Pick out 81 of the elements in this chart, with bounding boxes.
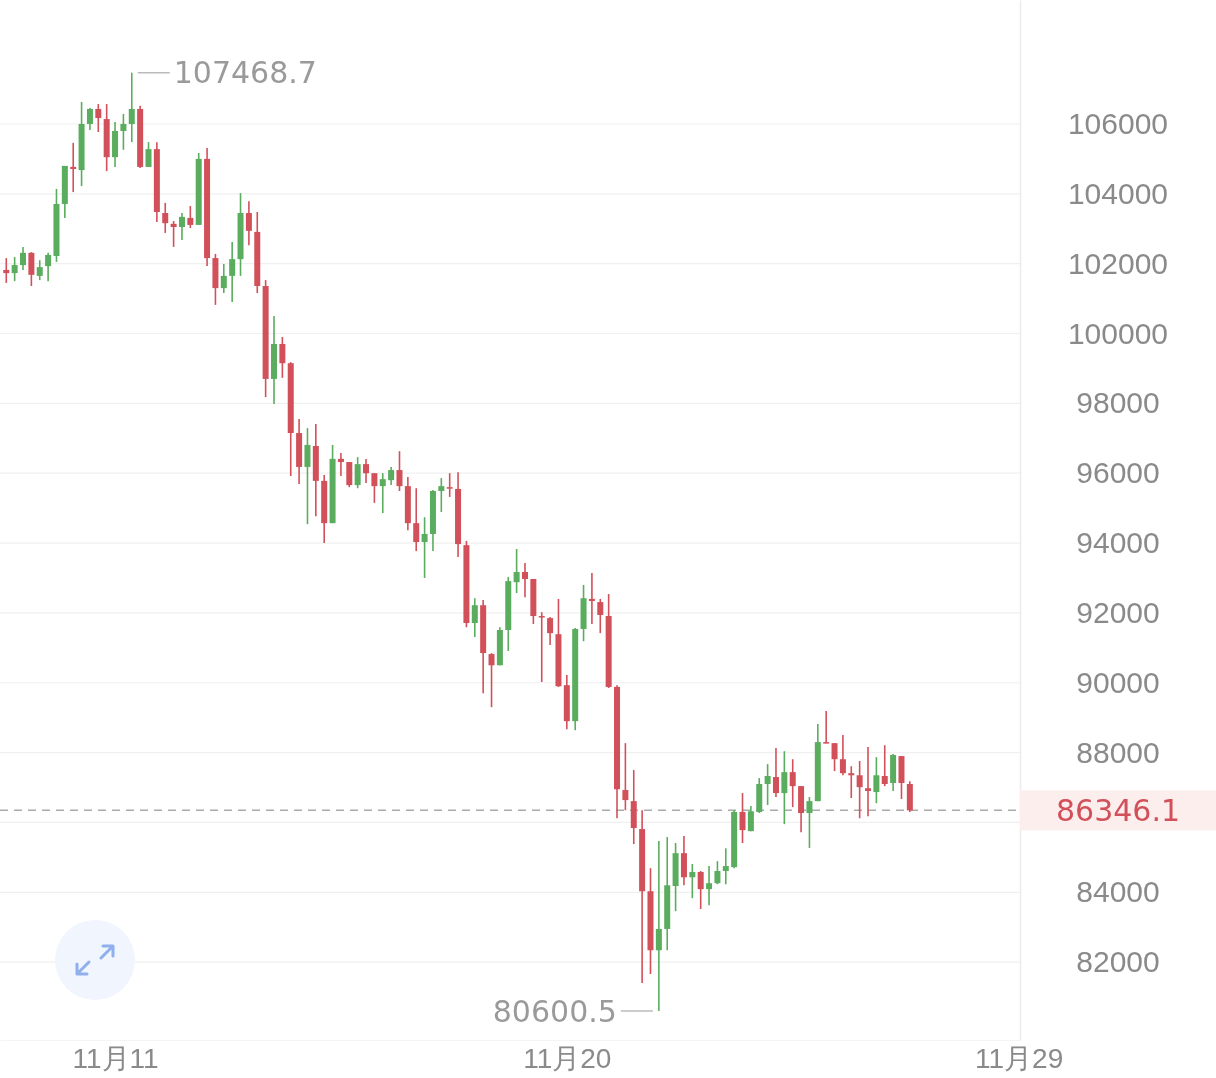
ref-line-label: 86346.1 [1055, 793, 1181, 829]
y-tick-label: 94000 [1076, 526, 1160, 560]
candlestick [3, 257, 10, 284]
candlestick [128, 71, 135, 143]
candlestick [446, 472, 453, 498]
x-tick-label: 11月29 [975, 1042, 1064, 1074]
y-tick-label: 90000 [1076, 665, 1160, 699]
x-tick-label: 11月20 [523, 1042, 612, 1074]
candlestick [120, 113, 127, 151]
candlestick [706, 865, 713, 906]
annotation: 80600.5 [492, 993, 617, 1029]
y-tick-label: 104000 [1067, 176, 1169, 210]
candlestick [95, 103, 102, 133]
candlestick [229, 241, 236, 303]
candlestick [11, 256, 18, 282]
candlestick [346, 461, 353, 488]
y-tick-label: 84000 [1076, 875, 1160, 909]
y-tick-label: 82000 [1076, 945, 1160, 979]
y-tick-label: 96000 [1076, 456, 1160, 490]
candlestick [839, 734, 846, 777]
candlestick [521, 562, 528, 598]
candlestick [45, 252, 52, 282]
candlestick [220, 263, 227, 294]
y-tick-label: 100000 [1067, 316, 1169, 350]
candlestick [597, 598, 604, 634]
candlestick [396, 450, 403, 492]
candlestick [337, 452, 344, 477]
annotation: 107468.7 [173, 55, 317, 91]
candlestick [764, 763, 771, 806]
candlestick [831, 742, 838, 772]
candlestick [354, 456, 361, 490]
candlestick [848, 765, 855, 799]
candlestick [873, 756, 880, 805]
y-tick-label: 92000 [1076, 595, 1160, 629]
candlestick [178, 212, 185, 241]
candlestick [538, 611, 545, 683]
candlestick [279, 336, 286, 379]
candlestick [438, 477, 445, 513]
candlestick [245, 200, 252, 246]
candlestick [722, 847, 729, 886]
candlestick [547, 616, 554, 646]
candlestick [363, 458, 370, 484]
candlestick [379, 472, 386, 514]
candlestick [714, 860, 721, 886]
candlestick [856, 760, 863, 820]
x-tick-label: 11月11 [72, 1042, 159, 1074]
y-tick-label: 102000 [1067, 246, 1169, 280]
candlestick [747, 805, 754, 832]
y-tick-label: 88000 [1076, 735, 1160, 769]
candlestick [689, 863, 696, 900]
candlestick [488, 652, 495, 708]
candlestick [513, 548, 520, 594]
candlestick [881, 744, 888, 787]
candlestick [789, 758, 796, 808]
candlestick [622, 742, 629, 812]
candlestick [371, 472, 378, 504]
candlestick [781, 750, 788, 825]
candlestick [162, 202, 169, 234]
candlestick [655, 840, 662, 1012]
candlestick [86, 107, 93, 131]
candlestick [823, 710, 830, 744]
candlestick [772, 747, 779, 798]
candlestick [20, 246, 27, 271]
y-tick-label: 106000 [1067, 107, 1169, 141]
candlestick [28, 251, 35, 287]
candlestick [304, 427, 311, 525]
candlestick [806, 796, 813, 849]
candlestick [421, 516, 428, 579]
candlestick [145, 141, 152, 168]
candlestick [36, 259, 43, 281]
candlestick [70, 142, 77, 193]
y-tick-label: 98000 [1076, 386, 1160, 420]
candlestick [865, 746, 872, 817]
candlestick [388, 466, 395, 486]
candlestick [697, 870, 704, 910]
candlestick [471, 597, 478, 638]
candlestick [187, 205, 194, 229]
candlestick [588, 572, 595, 625]
candlestick [170, 220, 177, 248]
candlestick [413, 487, 420, 552]
candlestick [739, 792, 746, 844]
